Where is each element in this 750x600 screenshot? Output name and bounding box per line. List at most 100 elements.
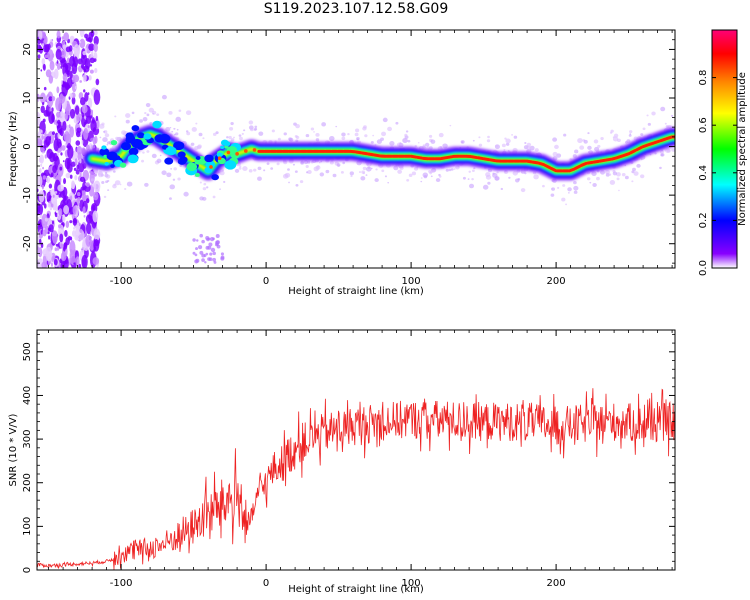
halo-speckle <box>616 177 620 181</box>
halo-speckle <box>358 171 362 173</box>
halo-speckle <box>513 135 518 139</box>
halo-speckle <box>349 171 354 176</box>
low-speckle <box>208 242 213 247</box>
noise-speckle <box>45 135 51 146</box>
halo-speckle <box>175 132 179 136</box>
halo-speckle <box>175 116 182 122</box>
noise-speckle <box>55 48 62 60</box>
halo-speckle <box>226 136 229 139</box>
noise-speckle <box>43 203 47 209</box>
low-speckle <box>220 252 224 256</box>
ridge-peak-dash <box>598 158 607 163</box>
ridge-blob <box>127 154 139 164</box>
halo-speckle <box>332 173 337 178</box>
halo-speckle <box>660 106 666 112</box>
noise-speckle <box>44 35 48 45</box>
halo-speckle <box>478 136 481 139</box>
halo-speckle <box>156 158 162 164</box>
halo-speckle <box>438 132 444 138</box>
noise-speckle <box>67 235 72 241</box>
ridge-blob <box>128 147 139 156</box>
halo-speckle <box>205 186 209 189</box>
halo-speckle <box>640 133 644 136</box>
halo-speckle <box>468 170 471 173</box>
halo-speckle <box>125 113 131 118</box>
halo-speckle <box>393 165 399 171</box>
ridge-peak-dash <box>525 159 533 164</box>
noise-speckle <box>69 93 73 99</box>
halo-speckle <box>500 187 504 191</box>
noise-speckle <box>76 146 83 155</box>
ridge-blob <box>177 158 187 165</box>
noise-speckle <box>89 69 94 74</box>
halo-speckle <box>362 126 367 131</box>
noise-speckle <box>85 182 90 188</box>
halo-speckle <box>190 142 195 146</box>
halo-speckle <box>305 165 309 168</box>
halo-speckle <box>145 102 151 108</box>
halo-speckle <box>95 188 100 193</box>
colorbar: 0.0 0.2 0.4 0.6 0.8 Normalized spectral ampl… <box>698 29 748 276</box>
noise-speckle <box>64 114 69 120</box>
halo-speckle <box>633 171 639 176</box>
noise-speckle <box>63 196 67 201</box>
halo-speckle <box>487 181 491 185</box>
noise-speckle <box>47 43 51 50</box>
halo-speckle <box>420 180 423 183</box>
noise-speckle <box>49 106 53 113</box>
noise-speckle <box>93 228 101 241</box>
halo-speckle <box>172 178 176 181</box>
halo-speckle <box>176 128 179 131</box>
halo-speckle <box>609 180 616 185</box>
halo-speckle <box>552 151 558 157</box>
halo-speckle <box>365 166 372 172</box>
halo-speckle <box>397 142 402 147</box>
noise-speckle <box>41 58 46 65</box>
halo-speckle <box>248 169 253 173</box>
noise-speckle <box>42 166 45 170</box>
spectrogram-x-tick-label: 0 <box>263 276 269 287</box>
snr-x-tick-label: 200 <box>547 578 566 589</box>
halo-speckle <box>562 184 566 187</box>
halo-speckle <box>428 134 433 138</box>
halo-speckle <box>501 143 506 148</box>
snr-x-tick-label: 100 <box>402 578 421 589</box>
halo-speckle <box>420 177 423 179</box>
ridge-blob <box>177 151 186 158</box>
halo-speckle <box>422 172 429 178</box>
low-speckle <box>212 251 216 256</box>
ridge-peak-dash <box>415 155 424 160</box>
noise-speckle <box>79 228 83 233</box>
ridge-peak-dash <box>446 155 454 159</box>
snr-x-tick-label: 0 <box>263 578 269 589</box>
ridge-blob <box>195 156 201 160</box>
halo-speckle <box>97 172 104 178</box>
halo-speckle <box>287 168 290 171</box>
ridge-blob <box>110 164 115 168</box>
halo-speckle <box>642 127 646 131</box>
noise-speckle <box>66 57 71 64</box>
halo-speckle <box>613 133 619 138</box>
halo-speckle <box>248 120 254 125</box>
noise-speckle <box>46 198 49 202</box>
noise-speckle <box>74 85 78 90</box>
ridge-blob <box>224 160 237 170</box>
halo-speckle <box>568 192 570 194</box>
ridge-peak-dash <box>360 151 369 156</box>
noise-speckle <box>58 208 63 216</box>
halo-speckle <box>659 150 664 154</box>
snr-y-axis-label: SNR (10 * V/V) <box>8 413 19 486</box>
halo-speckle <box>487 135 490 139</box>
noise-speckle <box>77 58 83 65</box>
ridge-blob <box>120 142 132 151</box>
halo-speckle <box>467 178 470 180</box>
ridge-peak-dash <box>354 150 363 155</box>
ridge-blob <box>103 154 108 159</box>
halo-speckle <box>283 132 287 136</box>
noise-speckle <box>39 154 44 164</box>
noise-speckle <box>89 57 95 64</box>
noise-speckle <box>69 240 76 255</box>
noise-speckle <box>75 169 80 175</box>
halo-speckle <box>90 144 96 149</box>
halo-speckle <box>173 127 176 130</box>
